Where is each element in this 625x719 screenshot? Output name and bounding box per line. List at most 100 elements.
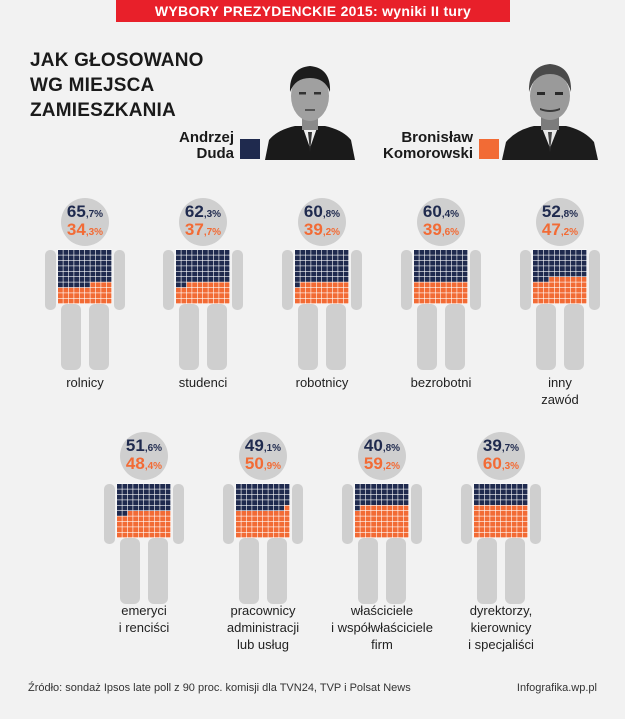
duda-vote-cell	[414, 271, 419, 277]
komorowski-name: Bronisław Komorowski	[378, 130, 473, 162]
komorowski-vote-cell	[560, 298, 565, 304]
komorowski-vote-cell	[176, 298, 181, 304]
duda-vote-cell	[90, 271, 96, 277]
duda-vote-cell	[441, 255, 446, 261]
duda-vote-cell	[419, 271, 425, 277]
duda-vote-cell	[565, 255, 571, 261]
figure-leg	[386, 538, 406, 604]
duda-vote-cell	[474, 494, 479, 500]
duda-vote-cell	[451, 260, 457, 266]
komorowski-vote-cell	[543, 287, 549, 293]
komorowski-vote-cell	[511, 516, 517, 522]
komorowski-vote-cell	[332, 293, 338, 298]
duda-vote-cell	[565, 260, 571, 266]
komorowski-vote-cell	[181, 298, 187, 304]
komorowski-vote-cell	[371, 521, 376, 527]
duda-vote-cell	[576, 271, 581, 277]
komorowski-vote-cell	[549, 277, 554, 282]
komorowski-vote-cell	[192, 282, 197, 288]
figure-head	[120, 432, 168, 480]
duda-vote-cell	[241, 500, 247, 505]
duda-vote-cell	[58, 266, 63, 271]
duda-vote-cell	[273, 494, 279, 500]
duda-vote-cell	[435, 266, 441, 271]
percentage-integer: 48	[125, 454, 145, 473]
duda-vote-cell	[58, 250, 63, 255]
komorowski-vote-cell	[435, 298, 441, 304]
komorowski-vote-cell	[365, 516, 371, 522]
komorowski-vote-cell	[474, 505, 479, 511]
komorowski-vote-cell	[517, 527, 522, 532]
duda-vote-cell	[322, 255, 327, 261]
category-label-line: i specjaliści	[468, 637, 534, 652]
duda-vote-cell	[511, 494, 517, 500]
komorowski-vote-cell	[268, 521, 274, 527]
komorowski-vote-cell	[106, 293, 112, 298]
duda-vote-cell	[95, 266, 101, 271]
komorowski-vote-cell	[68, 293, 74, 298]
komorowski-vote-cell	[192, 293, 197, 298]
komorowski-vote-cell	[58, 293, 63, 298]
duda-vote-cell	[90, 266, 96, 271]
percentage-integer: 65	[66, 202, 86, 221]
komorowski-percentage: 60,3%	[463, 454, 539, 474]
duda-vote-cell	[506, 489, 512, 495]
komorowski-vote-cell	[138, 511, 144, 516]
komorowski-vote-cell	[522, 527, 528, 532]
komorowski-vote-cell	[279, 527, 284, 532]
duda-vote-cell	[554, 255, 560, 261]
komorowski-vote-cell	[284, 532, 290, 538]
percentage-decimal: ,3%	[85, 227, 104, 238]
komorowski-vote-cell	[263, 516, 268, 522]
komorowski-last-name: Komorowski	[382, 145, 473, 162]
duda-vote-cell	[192, 277, 197, 282]
komorowski-vote-cell	[360, 521, 366, 527]
komorowski-vote-cell	[332, 282, 338, 288]
figure-head	[358, 432, 406, 480]
duda-vote-cell	[554, 260, 560, 266]
komorowski-vote-cell	[570, 287, 576, 293]
komorowski-vote-cell	[517, 505, 522, 511]
komorowski-vote-cell	[133, 516, 138, 522]
duda-vote-cell	[355, 494, 360, 500]
duda-vote-cell	[322, 277, 327, 282]
komorowski-vote-cell	[68, 298, 74, 304]
komorowski-vote-cell	[506, 516, 512, 522]
komorowski-vote-cell	[479, 516, 485, 522]
komorowski-vote-cell	[517, 521, 522, 527]
komorowski-vote-cell	[90, 293, 96, 298]
komorowski-vote-cell	[213, 293, 219, 298]
figure-leg	[239, 538, 259, 604]
duda-vote-cell	[68, 255, 74, 261]
duda-vote-cell	[387, 500, 393, 505]
komorowski-vote-cell	[343, 287, 349, 293]
duda-vote-cell	[192, 255, 197, 261]
duda-vote-cell	[79, 260, 85, 266]
figure-head	[239, 432, 287, 480]
komorowski-vote-cell	[506, 521, 512, 527]
komorowski-vote-cell	[570, 298, 576, 304]
komorowski-vote-cell	[284, 516, 290, 522]
duda-vote-cell	[90, 250, 96, 255]
komorowski-vote-cell	[327, 282, 333, 288]
duda-vote-cell	[90, 255, 96, 261]
duda-vote-cell	[581, 266, 587, 271]
duda-vote-cell	[376, 500, 382, 505]
category-label-line: firm	[371, 637, 393, 652]
duda-vote-cell	[533, 255, 538, 261]
category-label-line: właściciele	[350, 603, 414, 618]
duda-vote-cell	[462, 260, 468, 266]
komorowski-vote-cell	[490, 505, 495, 511]
duda-vote-cell	[208, 266, 214, 271]
duda-vote-cell	[355, 505, 360, 511]
duda-vote-cell	[117, 494, 122, 500]
figure-3	[282, 198, 362, 370]
duda-vote-cell	[154, 494, 160, 500]
komorowski-vote-cell	[490, 532, 495, 538]
komorowski-vote-cell	[295, 287, 300, 293]
duda-vote-cell	[403, 489, 409, 495]
duda-vote-cell	[382, 494, 387, 500]
duda-vote-cell	[106, 277, 112, 282]
duda-vote-cell	[101, 250, 106, 255]
figure-6	[104, 432, 184, 604]
